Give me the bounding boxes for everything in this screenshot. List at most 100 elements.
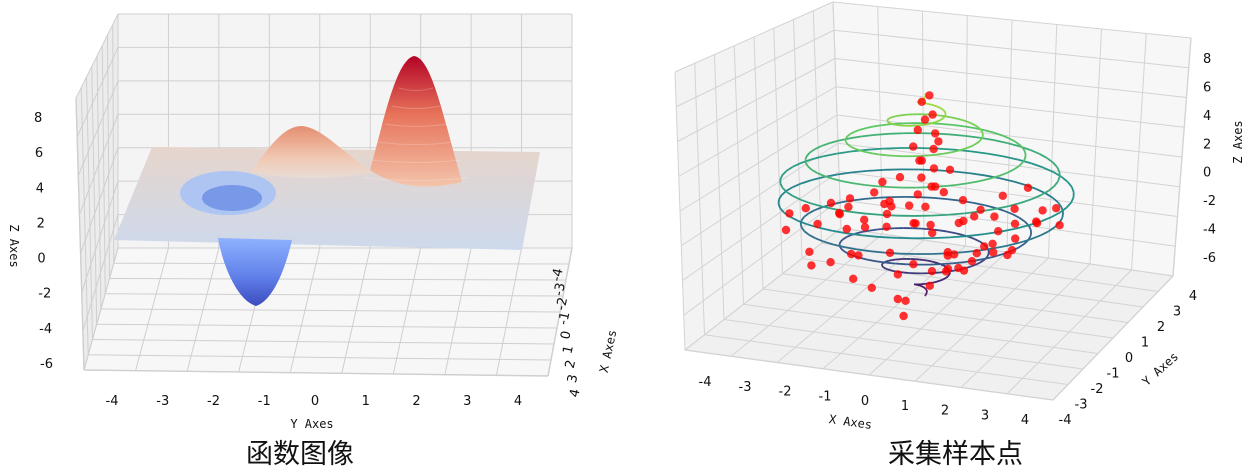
spiral-segment	[940, 119, 942, 120]
scatter-x-tick-label: 4	[1021, 413, 1029, 428]
spiral-segment	[944, 116, 945, 117]
scatter-point	[896, 173, 904, 181]
scatter-point	[926, 282, 934, 290]
spiral-segment	[935, 106, 937, 107]
spiral-segment	[935, 282, 937, 283]
scatter-point	[944, 265, 952, 273]
spiral-segment	[868, 170, 884, 171]
spiral-segment	[952, 117, 957, 118]
surface-x-axis-label: X Axes	[597, 329, 620, 374]
spiral-segment	[865, 185, 877, 186]
scatter-y-tick-label: -3	[1075, 398, 1088, 413]
scatter-point	[854, 251, 862, 259]
spiral-segment	[893, 116, 896, 117]
spiral-segment	[939, 280, 941, 281]
scatter-point	[843, 225, 851, 233]
spiral-segment	[947, 276, 948, 277]
spiral-segment	[879, 154, 887, 155]
spiral-segment	[935, 262, 938, 263]
spiral-segment	[892, 260, 895, 261]
scatter-point	[909, 260, 917, 268]
spiral-segment	[943, 110, 944, 111]
scatter-x-tick-label: -2	[779, 385, 792, 400]
surface-y-tick-label: -1	[258, 394, 271, 409]
scatter-point	[807, 261, 815, 269]
scatter-point	[946, 166, 954, 174]
scatter-point	[805, 248, 813, 256]
scatter-z-axis-label: Z Axes	[1231, 120, 1245, 163]
scatter-point	[886, 249, 894, 257]
scatter-point	[917, 173, 925, 181]
scatter-point	[1011, 234, 1019, 242]
scatter-point	[931, 182, 939, 190]
spiral-segment	[927, 261, 931, 262]
scatter-point	[826, 258, 834, 266]
spiral-segment	[948, 275, 949, 276]
spiral-segment	[931, 105, 933, 106]
spiral-segment	[933, 122, 936, 123]
surface-y-tick-label: -4	[106, 394, 119, 409]
scatter-point	[954, 264, 962, 272]
spiral-segment	[846, 140, 847, 142]
spiral-segment	[935, 121, 937, 122]
scatter-point	[899, 312, 907, 320]
surface-x-tick-label: 3	[565, 373, 581, 384]
scatter-point	[835, 209, 843, 217]
scatter-point	[909, 142, 917, 150]
scatter-z-tick-label: 8	[1203, 52, 1211, 67]
scatter-point	[813, 220, 821, 228]
spiral-segment	[873, 125, 881, 126]
spiral-segment	[891, 270, 895, 271]
spiral-segment	[801, 224, 802, 228]
surface-z-tick-label: 8	[34, 111, 42, 126]
scatter-point	[914, 190, 922, 198]
spiral-segment	[939, 230, 947, 231]
spiral-segment	[941, 263, 953, 264]
surface-z-tick-label: -2	[38, 287, 51, 302]
spiral-segment	[881, 124, 890, 125]
scatter-point	[928, 267, 936, 275]
spiral-segment	[883, 148, 900, 149]
scatter-y-axis-label: Y Axes	[1140, 349, 1182, 388]
scatter-point	[883, 210, 891, 218]
scatter-point	[827, 199, 835, 207]
scatter-y-tick-label: 1	[1141, 336, 1149, 351]
spiral-segment	[941, 279, 943, 280]
spiral-segment	[1030, 233, 1031, 237]
surface-basin-center	[202, 185, 262, 211]
scatter-x-tick-label: 0	[861, 394, 869, 409]
scatter-point	[918, 156, 926, 164]
spiral-segment	[938, 120, 940, 121]
surface-z-tick-label: 6	[35, 146, 43, 161]
spiral-segment	[945, 277, 947, 278]
spiral-segment	[943, 278, 945, 279]
spiral-segment	[933, 105, 935, 106]
surface-x-tick-label: 0	[558, 330, 574, 341]
scatter-point	[928, 229, 936, 237]
scatter-point	[1024, 184, 1032, 192]
spiral-segment	[932, 237, 950, 238]
spiral-segment	[887, 121, 888, 122]
spiral-segment	[982, 136, 983, 138]
surface-z-tick-label: -6	[40, 357, 53, 372]
scatter-point	[925, 91, 933, 99]
scatter-z-tick-label: 4	[1203, 109, 1211, 124]
spiral-segment	[840, 242, 841, 244]
spiral-segment	[888, 122, 889, 123]
spiral-segment	[805, 156, 806, 160]
spiral-segment	[1025, 155, 1026, 159]
spiral-segment	[988, 253, 989, 255]
scatter-point	[1010, 205, 1018, 213]
scatter-z-tick-label: 0	[1203, 166, 1211, 181]
scatter-point	[860, 216, 868, 224]
surface-x-tick-label: -3	[551, 282, 568, 298]
spiral-segment	[937, 281, 939, 282]
spiral-segment	[875, 134, 889, 135]
scatter-point	[1038, 206, 1046, 214]
spiral-segment	[944, 152, 951, 153]
spiral-segment	[883, 267, 885, 268]
